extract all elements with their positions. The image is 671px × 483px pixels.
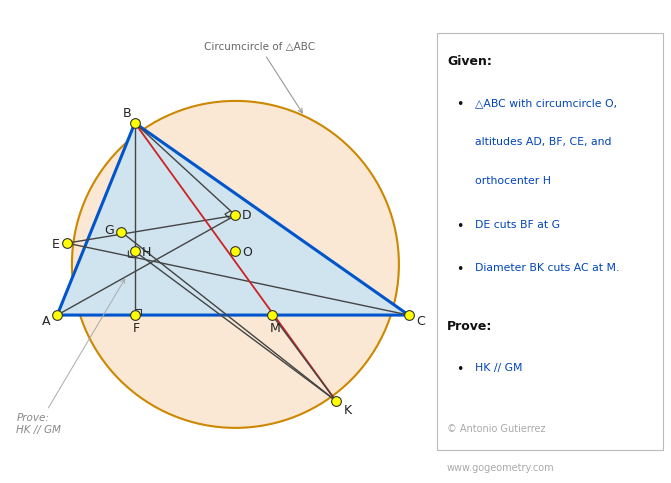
Text: H: H <box>142 246 151 259</box>
Text: Diameter BK cuts AC at M.: Diameter BK cuts AC at M. <box>475 263 619 273</box>
Text: K: K <box>344 404 352 417</box>
Text: G: G <box>105 224 115 237</box>
Text: Given:: Given: <box>447 55 492 68</box>
Text: B: B <box>122 107 131 120</box>
Text: F: F <box>133 322 140 335</box>
Text: Prove:
HK // GM: Prove: HK // GM <box>16 279 125 435</box>
Text: Circumcircle of △ABC: Circumcircle of △ABC <box>205 42 315 113</box>
Text: △ABC with circumcircle O,: △ABC with circumcircle O, <box>475 98 617 108</box>
Text: O: O <box>242 246 252 259</box>
Text: A: A <box>42 315 50 328</box>
Text: •: • <box>456 263 464 276</box>
Text: orthocenter H: orthocenter H <box>475 176 551 186</box>
Text: D: D <box>242 209 252 222</box>
FancyBboxPatch shape <box>437 33 663 450</box>
Circle shape <box>72 101 399 428</box>
Text: altitudes AD, BF, CE, and: altitudes AD, BF, CE, and <box>475 137 611 147</box>
Text: •: • <box>456 220 464 233</box>
Text: •: • <box>456 363 464 376</box>
Text: M: M <box>270 322 281 335</box>
Text: www.gogeometry.com: www.gogeometry.com <box>447 463 554 473</box>
Text: •: • <box>456 98 464 111</box>
Polygon shape <box>57 123 409 315</box>
Text: © Antonio Gutierrez: © Antonio Gutierrez <box>447 424 546 434</box>
Text: Prove:: Prove: <box>447 320 493 333</box>
Text: E: E <box>52 238 60 251</box>
Text: DE cuts BF at G: DE cuts BF at G <box>475 220 560 230</box>
Text: C: C <box>416 315 425 328</box>
Text: HK // GM: HK // GM <box>475 363 523 373</box>
